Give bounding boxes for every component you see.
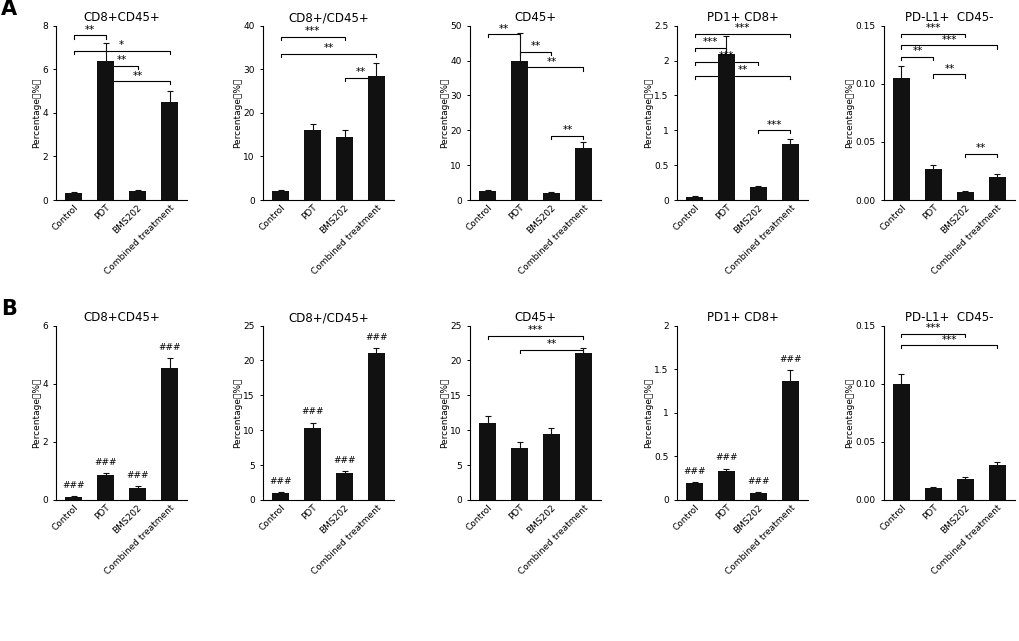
Text: ###: ### xyxy=(779,355,801,364)
Bar xyxy=(542,193,559,200)
Bar xyxy=(781,381,798,500)
Text: ***: *** xyxy=(941,35,956,45)
Text: ***: *** xyxy=(941,335,956,345)
Title: PD-L1+  CD45-: PD-L1+ CD45- xyxy=(904,312,993,324)
Y-axis label: Percentage（%）: Percentage（%） xyxy=(32,378,41,448)
Title: PD-L1+  CD45-: PD-L1+ CD45- xyxy=(904,12,993,24)
Text: ###: ### xyxy=(301,408,323,417)
Text: **: ** xyxy=(323,44,333,53)
Title: CD8+/CD45+: CD8+/CD45+ xyxy=(288,12,369,24)
Text: ***: *** xyxy=(925,323,941,333)
Bar xyxy=(161,102,178,200)
Bar xyxy=(335,474,353,500)
Bar xyxy=(304,428,321,500)
Text: B: B xyxy=(1,299,17,319)
Bar xyxy=(717,471,735,500)
Text: **: ** xyxy=(530,41,540,51)
Text: ***: *** xyxy=(734,23,749,33)
Bar xyxy=(987,177,1005,200)
Bar xyxy=(685,483,703,500)
Text: ###: ### xyxy=(269,477,291,487)
Text: A: A xyxy=(1,0,17,19)
Bar xyxy=(97,60,114,200)
Title: CD8+/CD45+: CD8+/CD45+ xyxy=(288,312,369,324)
Bar xyxy=(304,130,321,200)
Text: **: ** xyxy=(498,24,508,34)
Bar xyxy=(478,423,496,500)
Y-axis label: Percentage（%）: Percentage（%） xyxy=(844,378,853,448)
Bar xyxy=(128,191,146,200)
Text: ###: ### xyxy=(333,456,356,465)
Bar xyxy=(511,60,528,200)
Title: PD1+ CD8+: PD1+ CD8+ xyxy=(706,312,777,324)
Y-axis label: Percentage（%）: Percentage（%） xyxy=(32,78,41,148)
Bar xyxy=(574,353,592,500)
Text: **: ** xyxy=(737,65,747,75)
Y-axis label: Percentage（%）: Percentage（%） xyxy=(232,378,242,448)
Bar xyxy=(97,475,114,500)
Text: ***: *** xyxy=(766,120,782,129)
Title: PD1+ CD8+: PD1+ CD8+ xyxy=(706,12,777,24)
Bar xyxy=(542,434,559,500)
Bar xyxy=(367,76,385,200)
Y-axis label: Percentage（%）: Percentage（%） xyxy=(439,378,448,448)
Text: ***: *** xyxy=(925,23,941,33)
Y-axis label: Percentage（%）: Percentage（%） xyxy=(232,78,242,148)
Bar xyxy=(987,465,1005,500)
Bar xyxy=(128,488,146,500)
Text: ###: ### xyxy=(95,458,117,467)
Text: ***: *** xyxy=(718,51,734,62)
Bar xyxy=(574,147,592,200)
Text: ###: ### xyxy=(747,477,769,486)
Text: **: ** xyxy=(944,63,954,74)
Text: ***: *** xyxy=(305,26,320,36)
Text: **: ** xyxy=(546,339,556,349)
Bar xyxy=(272,493,289,500)
Title: CD8+CD45+: CD8+CD45+ xyxy=(84,12,160,24)
Title: CD45+: CD45+ xyxy=(514,312,556,324)
Text: **: ** xyxy=(911,46,921,56)
Bar xyxy=(367,353,385,500)
Bar xyxy=(511,447,528,500)
Bar xyxy=(924,488,942,500)
Text: **: ** xyxy=(975,143,985,153)
Bar xyxy=(161,368,178,500)
Text: ###: ### xyxy=(683,467,705,476)
Title: CD8+CD45+: CD8+CD45+ xyxy=(84,312,160,324)
Text: ###: ### xyxy=(158,344,180,353)
Bar xyxy=(892,78,909,200)
Text: *: * xyxy=(119,40,124,50)
Bar xyxy=(749,187,766,200)
Y-axis label: Percentage（%）: Percentage（%） xyxy=(844,78,853,148)
Bar xyxy=(478,191,496,200)
Text: ***: *** xyxy=(702,37,717,47)
Bar xyxy=(65,497,83,500)
Text: **: ** xyxy=(561,125,572,135)
Text: ***: *** xyxy=(527,326,543,335)
Y-axis label: Percentage（%）: Percentage（%） xyxy=(643,378,652,448)
Text: ###: ### xyxy=(126,471,149,480)
Bar xyxy=(272,191,289,200)
Text: **: ** xyxy=(546,57,556,67)
Text: **: ** xyxy=(85,25,95,35)
Y-axis label: Percentage（%）: Percentage（%） xyxy=(439,78,448,148)
Text: ###: ### xyxy=(714,453,737,463)
Bar xyxy=(65,194,83,200)
Bar xyxy=(956,192,973,200)
Text: **: ** xyxy=(355,67,365,78)
Bar xyxy=(924,169,942,200)
Title: CD45+: CD45+ xyxy=(514,12,556,24)
Bar xyxy=(335,137,353,200)
Text: **: ** xyxy=(116,55,126,65)
Y-axis label: Percentage（%）: Percentage（%） xyxy=(643,78,652,148)
Bar xyxy=(892,384,909,500)
Bar xyxy=(717,54,735,200)
Bar xyxy=(749,493,766,500)
Bar xyxy=(956,479,973,500)
Bar xyxy=(781,144,798,200)
Bar xyxy=(685,197,703,200)
Text: ###: ### xyxy=(365,333,387,342)
Text: ###: ### xyxy=(62,481,85,490)
Text: **: ** xyxy=(132,71,143,81)
